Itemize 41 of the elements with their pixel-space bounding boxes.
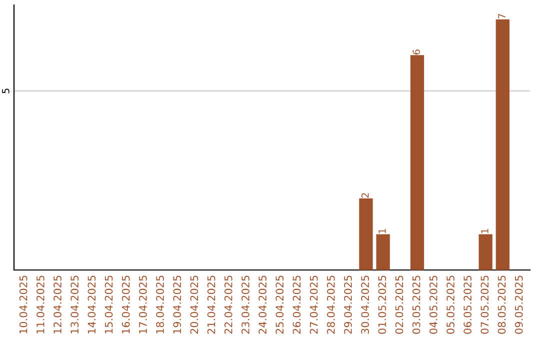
bar (359, 198, 373, 270)
x-tick-label: 17.04.2025 (139, 276, 147, 334)
x-tick-label: 19.04.2025 (173, 276, 182, 334)
x-tick-label: 13.04.2025 (70, 276, 79, 334)
data-label: 1 (481, 228, 488, 234)
x-tick-label: 18.04.2025 (156, 276, 164, 334)
x-tick-label: 24.04.2025 (258, 276, 266, 334)
bar (478, 234, 492, 270)
x-tick-label: 21.04.2025 (207, 276, 216, 334)
data-label: 2 (361, 193, 369, 198)
x-tick-label: 10.04.2025 (19, 276, 28, 334)
x-tick-label: 29.04.2025 (344, 276, 352, 334)
data-label: 1 (378, 228, 386, 234)
x-tick-label: 02.05.2025 (395, 276, 404, 334)
data-label: 6 (412, 50, 420, 54)
x-tick-label: 06.05.2025 (464, 276, 472, 334)
bar (496, 19, 510, 270)
data-label: 7 (498, 14, 506, 19)
x-tick-label: 30.04.2025 (361, 276, 369, 334)
x-tick-label: 25.04.2025 (276, 276, 284, 334)
x-tick-label: 01.05.2025 (378, 276, 386, 334)
x-tick-label: 05.05.2025 (446, 276, 454, 334)
x-tick-label: 20.04.2025 (190, 276, 198, 334)
x-tick-label: 27.04.2025 (310, 276, 318, 334)
x-tick-label: 04.05.2025 (429, 276, 438, 334)
x-tick-label: 14.04.2025 (88, 276, 96, 334)
x-tick-label: 16.04.2025 (122, 276, 130, 334)
x-tick-label: 11.04.2025 (36, 276, 44, 334)
bar (410, 55, 424, 270)
x-tick-label: 03.05.2025 (412, 276, 420, 334)
x-tick-label: 07.05.2025 (480, 276, 489, 334)
x-tick-label: 12.04.2025 (54, 276, 62, 334)
x-tick-label: 09.05.2025 (514, 276, 523, 334)
y-tick-label: 5 (2, 88, 10, 94)
x-tick-label: 23.04.2025 (242, 276, 250, 334)
bar (376, 234, 390, 270)
x-tick-label: 26.04.2025 (292, 276, 301, 334)
x-tick-label: 22.04.2025 (224, 276, 232, 334)
x-tick-label: 28.04.2025 (326, 276, 335, 334)
x-tick-label: 15.04.2025 (104, 276, 113, 334)
x-tick-label: 08.05.2025 (498, 276, 506, 334)
